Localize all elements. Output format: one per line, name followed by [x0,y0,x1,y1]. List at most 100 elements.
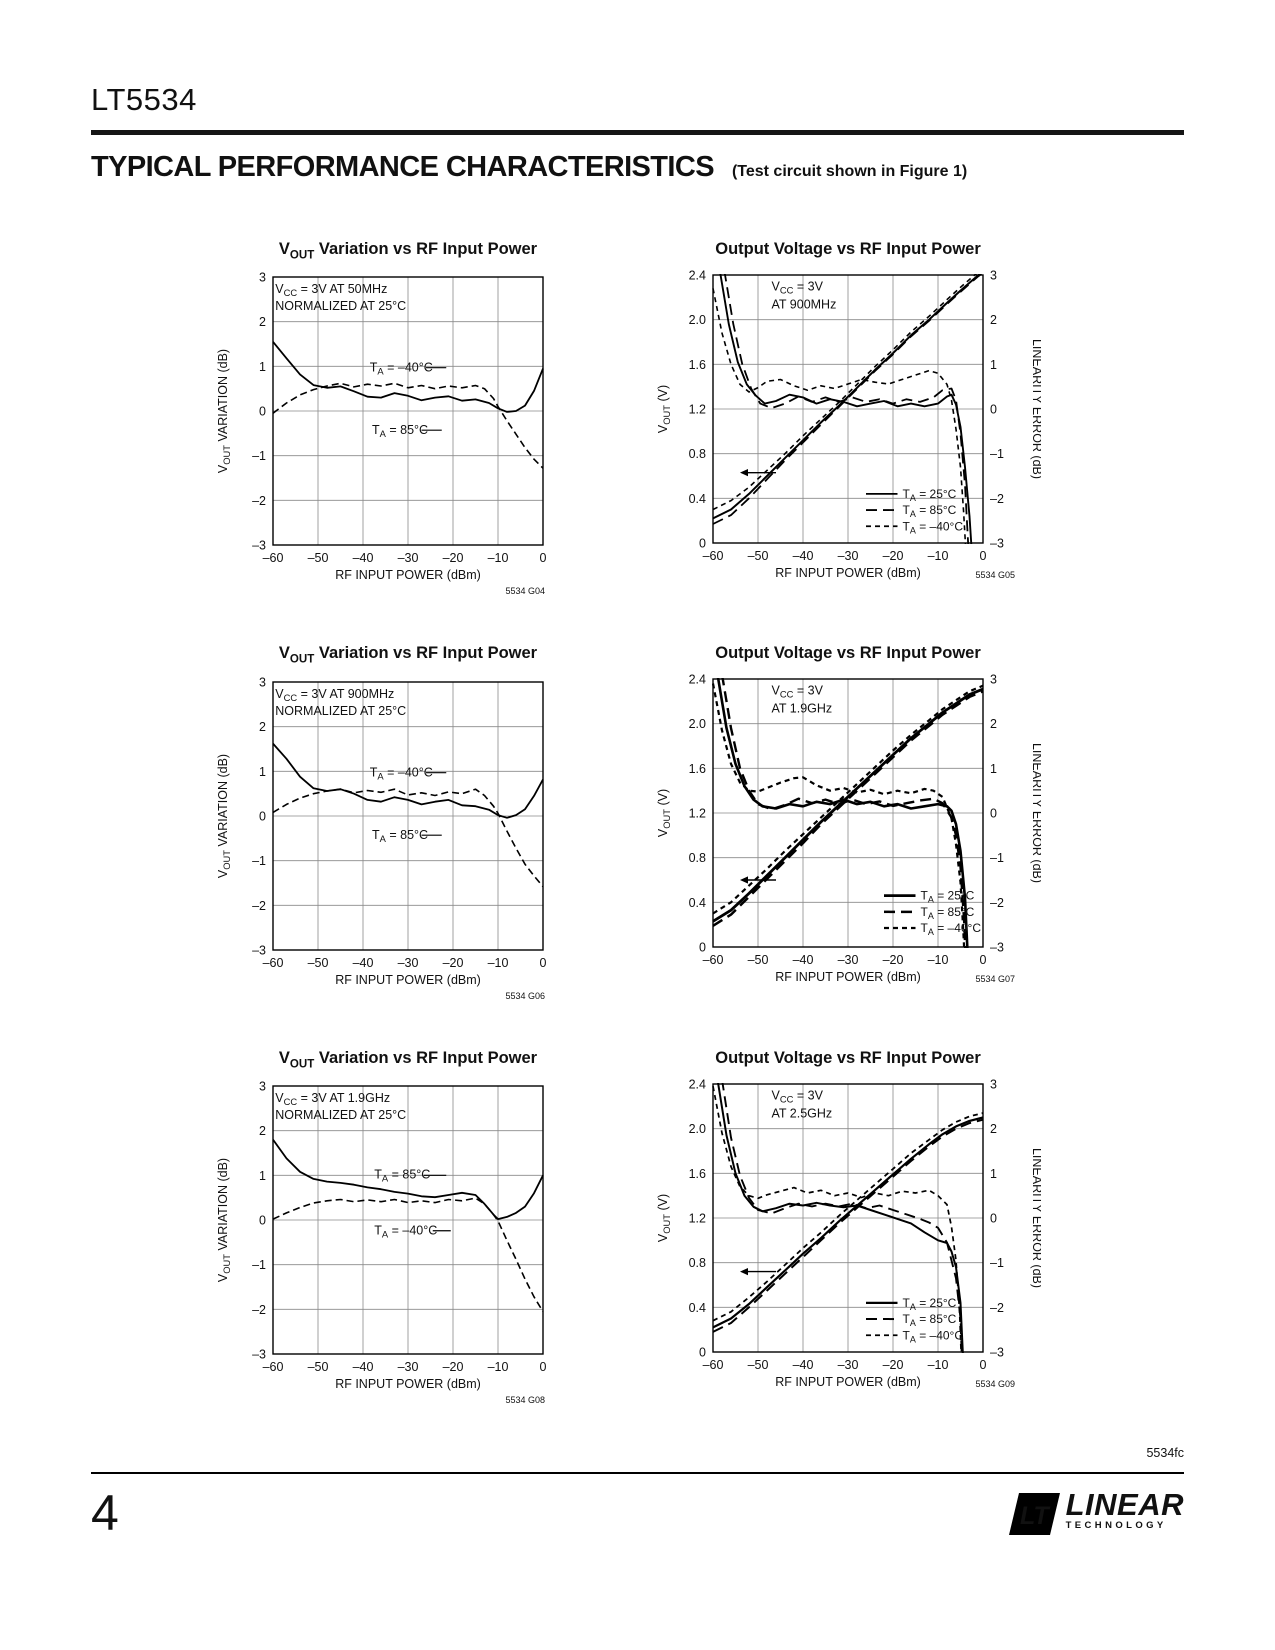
part-number: LT5534 [91,82,197,117]
svg-text:TA = –40°C: TA = –40°C [903,519,964,535]
svg-text:5534 G09: 5534 G09 [975,1379,1015,1389]
svg-text:–10: –10 [488,956,509,970]
chart-title: VOUT Variation vs RF Input Power [278,1048,538,1070]
svg-text:RF INPUT POWER (dBm): RF INPUT POWER (dBm) [775,970,921,984]
svg-text:0.4: 0.4 [689,1300,706,1314]
svg-text:TA = –40°C: TA = –40°C [370,361,433,377]
svg-text:–50: –50 [748,549,769,563]
svg-text:–30: –30 [838,953,859,967]
svg-text:1: 1 [990,1166,997,1180]
svg-text:TA = 85°C: TA = 85°C [903,1312,957,1328]
chart-vout-variation-1-9ghz: VOUT Variation vs RF Input Power –60 –50 –… [213,1049,561,1423]
svg-text:–40: –40 [793,1358,814,1372]
logo-text: LINEAR TECHNOLOGY [1065,1487,1184,1532]
svg-text:–3: –3 [990,537,1004,551]
svg-text:2: 2 [259,720,266,734]
svg-text:TA = 25°C: TA = 25°C [903,1295,957,1311]
svg-text:–1: –1 [990,447,1004,461]
svg-text:–1: –1 [990,1256,1004,1270]
svg-text:5534 G04: 5534 G04 [505,586,545,596]
svg-text:VOUT VARIATION (dB): VOUT VARIATION (dB) [216,349,232,473]
svg-text:TA = –40°C: TA = –40°C [903,1328,964,1344]
svg-text:VOUT (V): VOUT (V) [656,1193,672,1241]
svg-text:–60: –60 [263,551,284,565]
svg-text:–2: –2 [252,1303,266,1317]
svg-text:–30: –30 [398,956,419,970]
svg-text:0: 0 [699,537,706,551]
svg-text:–2: –2 [990,492,1004,506]
svg-text:–3: –3 [252,539,266,553]
svg-text:0: 0 [990,1211,997,1225]
svg-text:0: 0 [259,1213,266,1227]
chart-output-voltage-1-9ghz: Output Voltage vs RF Input Power –60 –50 –… [653,644,1044,1018]
svg-text:RF INPUT POWER (dBm): RF INPUT POWER (dBm) [335,973,481,987]
svg-text:VCC = 3V: VCC = 3V [772,280,824,296]
svg-text:TA = 25°C: TA = 25°C [921,889,975,905]
page-number: 4 [91,1485,119,1541]
svg-text:0.8: 0.8 [689,851,706,865]
svg-text:2.0: 2.0 [689,313,706,327]
svg-text:TA = 85°C: TA = 85°C [921,905,975,921]
svg-text:5534 G06: 5534 G06 [505,991,545,1001]
svg-text:RF INPUT POWER (dBm): RF INPUT POWER (dBm) [775,1375,921,1389]
chart-vout-variation-50mhz: VOUT Variation vs RF Input Power –60 –50 –… [213,240,561,614]
svg-text:2.4: 2.4 [689,673,706,687]
svg-text:0: 0 [990,403,997,417]
svg-text:VOUT (V): VOUT (V) [656,385,672,433]
svg-text:–60: –60 [703,549,724,563]
svg-text:2: 2 [259,1124,266,1138]
chart-canvas: –60 –50 –40 –30 –20 –10 0 –3 –2 –1 0 1 2 3 RF INPUT PO… [213,1072,561,1423]
chart-title: VOUT Variation vs RF Input Power [278,644,538,666]
chart-output-voltage-2-5ghz: Output Voltage vs RF Input Power –60 –50 –… [653,1049,1044,1423]
svg-text:–30: –30 [838,549,859,563]
svg-text:1.2: 1.2 [689,807,706,821]
svg-text:VOUT VARIATION (dB): VOUT VARIATION (dB) [216,1158,232,1282]
lt-logo-mark-icon: LT [1008,1493,1060,1535]
svg-text:0: 0 [699,941,706,955]
svg-text:–2: –2 [252,898,266,912]
svg-text:VOUT VARIATION (dB): VOUT VARIATION (dB) [216,754,232,878]
svg-text:LINEARITY ERROR (dB): LINEARITY ERROR (dB) [1030,339,1041,479]
svg-text:0.4: 0.4 [689,896,706,910]
svg-text:2: 2 [990,1122,997,1136]
svg-text:0: 0 [980,953,987,967]
svg-text:0.4: 0.4 [689,492,706,506]
chart-output-voltage-900mhz: Output Voltage vs RF Input Power –60 –50 –… [653,240,1044,614]
footer-rule [91,1472,1184,1474]
chart-title: Output Voltage vs RF Input Power [715,240,981,258]
svg-text:VCC = 3V: VCC = 3V [772,1088,824,1104]
svg-text:TA = 85°C: TA = 85°C [372,424,428,440]
svg-text:2.0: 2.0 [689,717,706,731]
svg-text:NORMALIZED AT 25°C: NORMALIZED AT 25°C [275,299,406,313]
svg-text:–10: –10 [488,1360,509,1374]
svg-text:5534 G05: 5534 G05 [975,570,1015,580]
section-subtitle: (Test circuit shown in Figure 1) [731,163,968,180]
svg-text:TA = 85°C: TA = 85°C [903,503,957,519]
svg-text:2: 2 [990,313,997,327]
svg-text:AT 2.5GHz: AT 2.5GHz [772,1106,833,1120]
svg-text:–20: –20 [883,1358,904,1372]
chart-vout-variation-900mhz: VOUT Variation vs RF Input Power –60 –50 –… [213,644,561,1018]
svg-text:–10: –10 [928,953,949,967]
svg-text:–1: –1 [252,1258,266,1272]
header-rule [91,130,1184,135]
svg-text:–60: –60 [703,953,724,967]
svg-text:TA = 85°C: TA = 85°C [374,1167,430,1183]
svg-text:NORMALIZED AT 25°C: NORMALIZED AT 25°C [275,1108,406,1122]
svg-text:–2: –2 [252,494,266,508]
svg-text:–20: –20 [443,956,464,970]
svg-text:2.0: 2.0 [689,1122,706,1136]
svg-text:5534 G08: 5534 G08 [505,1395,545,1405]
svg-text:1.6: 1.6 [689,1166,706,1180]
svg-text:3: 3 [259,1079,266,1093]
svg-text:0: 0 [540,956,547,970]
svg-text:2.4: 2.4 [689,1077,706,1091]
svg-text:–20: –20 [883,953,904,967]
svg-text:–2: –2 [990,896,1004,910]
chart-canvas: –60 –50 –40 –30 –20 –10 0 0 0.4 0.8 1.2 1.6 2.0 2.4 –3… [653,665,1044,1016]
logo-brand: LINEAR [1065,1487,1184,1522]
svg-text:–60: –60 [263,956,284,970]
svg-text:–50: –50 [748,1358,769,1372]
svg-text:0: 0 [990,807,997,821]
